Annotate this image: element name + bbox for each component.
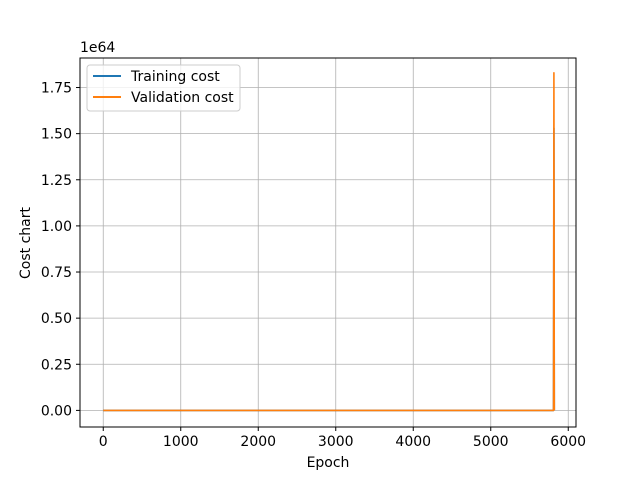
legend-box (86, 64, 241, 112)
x-axis-ticks: 0 1000 2000 3000 4000 5000 6000 (99, 427, 586, 450)
y-tick-label: 1.00 (41, 219, 72, 235)
y-tick-label: 0.50 (41, 311, 72, 327)
y-offset-label: 1e64 (80, 40, 115, 56)
x-tick-label: 2000 (240, 434, 276, 450)
y-axis-ticks: 0.00 0.25 0.50 0.75 1.00 1.25 1.50 1.75 (41, 81, 80, 419)
y-tick-label: 1.50 (41, 127, 72, 143)
legend-label-training: Training cost (130, 69, 220, 85)
series-lines (103, 71, 556, 412)
y-tick-label: 0.75 (41, 265, 72, 281)
series-line-validation-cost (103, 71, 556, 412)
legend: Training cost Validation cost (86, 64, 241, 112)
x-tick-label: 0 (99, 434, 108, 450)
y-tick-label: 0.00 (41, 403, 72, 419)
y-tick-label: 1.75 (41, 81, 72, 97)
x-tick-label: 1000 (163, 434, 199, 450)
x-tick-label: 4000 (395, 434, 431, 450)
y-axis-label: Cost chart (18, 207, 34, 279)
x-tick-label: 6000 (550, 434, 586, 450)
x-axis-label: Epoch (307, 455, 350, 471)
x-tick-label: 3000 (318, 434, 354, 450)
y-tick-label: 1.25 (41, 173, 72, 189)
plot-frame (79, 57, 577, 428)
y-tick-label: 0.25 (41, 357, 72, 373)
x-tick-label: 5000 (473, 434, 509, 450)
legend-label-validation: Validation cost (131, 90, 234, 106)
